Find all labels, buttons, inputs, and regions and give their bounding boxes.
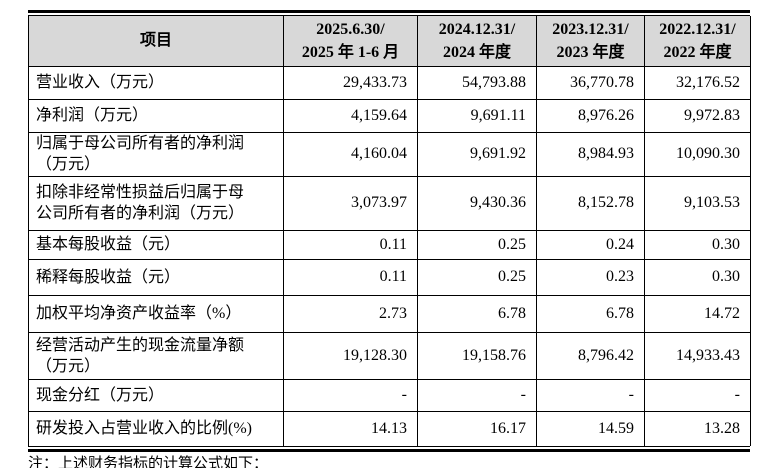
cell-value: 9,972.83 <box>644 98 751 133</box>
header-item: 项目 <box>28 16 284 67</box>
cell-value: 10,090.30 <box>644 131 751 177</box>
cell-value: 0.24 <box>536 229 645 260</box>
cell-value: 0.30 <box>644 258 751 296</box>
table-row-basic-eps: 基本每股收益（元） 0.11 0.25 0.24 0.30 <box>28 229 751 260</box>
row-label: 经营活动产生的现金流量净额 （万元） <box>28 331 284 380</box>
cell-value: 8,796.42 <box>536 331 645 380</box>
table-row-revenue: 营业收入（万元） 29,433.73 54,793.88 36,770.78 3… <box>28 65 751 100</box>
row-label: 现金分红（万元） <box>28 378 284 412</box>
cell-value: - <box>536 378 645 412</box>
cell-value: 14.72 <box>644 294 751 333</box>
cell-value: 0.30 <box>644 229 751 260</box>
cell-value: 8,976.26 <box>536 98 645 133</box>
cell-value: 8,984.93 <box>536 131 645 177</box>
cell-value: 0.25 <box>417 258 537 296</box>
cell-value: 0.11 <box>283 258 418 296</box>
double-rule-bottom <box>28 446 750 452</box>
header-period-2025h1: 2025.6.30/ 2025 年 1-6 月 <box>283 16 418 67</box>
row-label: 扣除非经常性损益后归属于母 公司所有者的净利润（万元） <box>28 175 284 231</box>
cell-value: 0.23 <box>536 258 645 296</box>
cell-value: 29,433.73 <box>283 65 418 100</box>
table-row-diluted-eps: 稀释每股收益（元） 0.11 0.25 0.23 0.30 <box>28 258 751 296</box>
cell-value: 13.28 <box>644 410 751 446</box>
cell-value: 6.78 <box>536 294 645 333</box>
row-label: 加权平均净资产收益率（%） <box>28 294 284 333</box>
table-row-roe: 加权平均净资产收益率（%） 2.73 6.78 6.78 14.72 <box>28 294 751 333</box>
cell-value: - <box>644 378 751 412</box>
table-row-rd-ratio: 研发投入占营业收入的比例(%) 14.13 16.17 14.59 13.28 <box>28 410 751 446</box>
header-period-2022: 2022.12.31/ 2022 年度 <box>644 16 751 67</box>
cell-value: 19,158.76 <box>417 331 537 380</box>
cell-value: 14.59 <box>536 410 645 446</box>
cell-value: 14.13 <box>283 410 418 446</box>
row-label: 稀释每股收益（元） <box>28 258 284 296</box>
cell-value: 0.11 <box>283 229 418 260</box>
cell-value: 36,770.78 <box>536 65 645 100</box>
cell-value: 9,103.53 <box>644 175 751 231</box>
cell-value: 4,160.04 <box>283 131 418 177</box>
cell-value: 19,128.30 <box>283 331 418 380</box>
cell-value: 54,793.88 <box>417 65 537 100</box>
cell-value: - <box>283 378 418 412</box>
cell-value: 14,933.43 <box>644 331 751 380</box>
financial-summary-table: 项目 2025.6.30/ 2025 年 1-6 月 2024.12.31/ 2… <box>28 10 751 468</box>
row-label: 研发投入占营业收入的比例(%) <box>28 410 284 446</box>
table-header-row: 项目 2025.6.30/ 2025 年 1-6 月 2024.12.31/ 2… <box>28 16 751 67</box>
cell-value: 3,073.97 <box>283 175 418 231</box>
row-label: 营业收入（万元） <box>28 65 284 100</box>
row-label: 基本每股收益（元） <box>28 229 284 260</box>
cell-value: 4,159.64 <box>283 98 418 133</box>
table-row-parent-net-profit: 归属于母公司所有者的净利润 （万元） 4,160.04 9,691.92 8,9… <box>28 131 751 177</box>
cell-value: 9,430.36 <box>417 175 537 231</box>
row-label: 净利润（万元） <box>28 98 284 133</box>
double-rule-top <box>28 10 750 16</box>
cell-value: 32,176.52 <box>644 65 751 100</box>
header-period-2023: 2023.12.31/ 2023 年度 <box>536 16 645 67</box>
header-period-2024: 2024.12.31/ 2024 年度 <box>417 16 537 67</box>
cell-value: 9,691.92 <box>417 131 537 177</box>
table-footnote: 注：上述财务指标的计算公式如下： <box>28 456 269 468</box>
table-row-deducted-net-profit: 扣除非经常性损益后归属于母 公司所有者的净利润（万元） 3,073.97 9,4… <box>28 175 751 231</box>
cell-value: 6.78 <box>417 294 537 333</box>
table-row-operating-cash-flow: 经营活动产生的现金流量净额 （万元） 19,128.30 19,158.76 8… <box>28 331 751 380</box>
table-row-cash-dividend: 现金分红（万元） - - - - <box>28 378 751 412</box>
row-label: 归属于母公司所有者的净利润 （万元） <box>28 131 284 177</box>
table-row-net-profit: 净利润（万元） 4,159.64 9,691.11 8,976.26 9,972… <box>28 98 751 133</box>
cell-value: 16.17 <box>417 410 537 446</box>
cell-value: 8,152.78 <box>536 175 645 231</box>
cell-value: 9,691.11 <box>417 98 537 133</box>
cell-value: - <box>417 378 537 412</box>
cell-value: 0.25 <box>417 229 537 260</box>
cell-value: 2.73 <box>283 294 418 333</box>
